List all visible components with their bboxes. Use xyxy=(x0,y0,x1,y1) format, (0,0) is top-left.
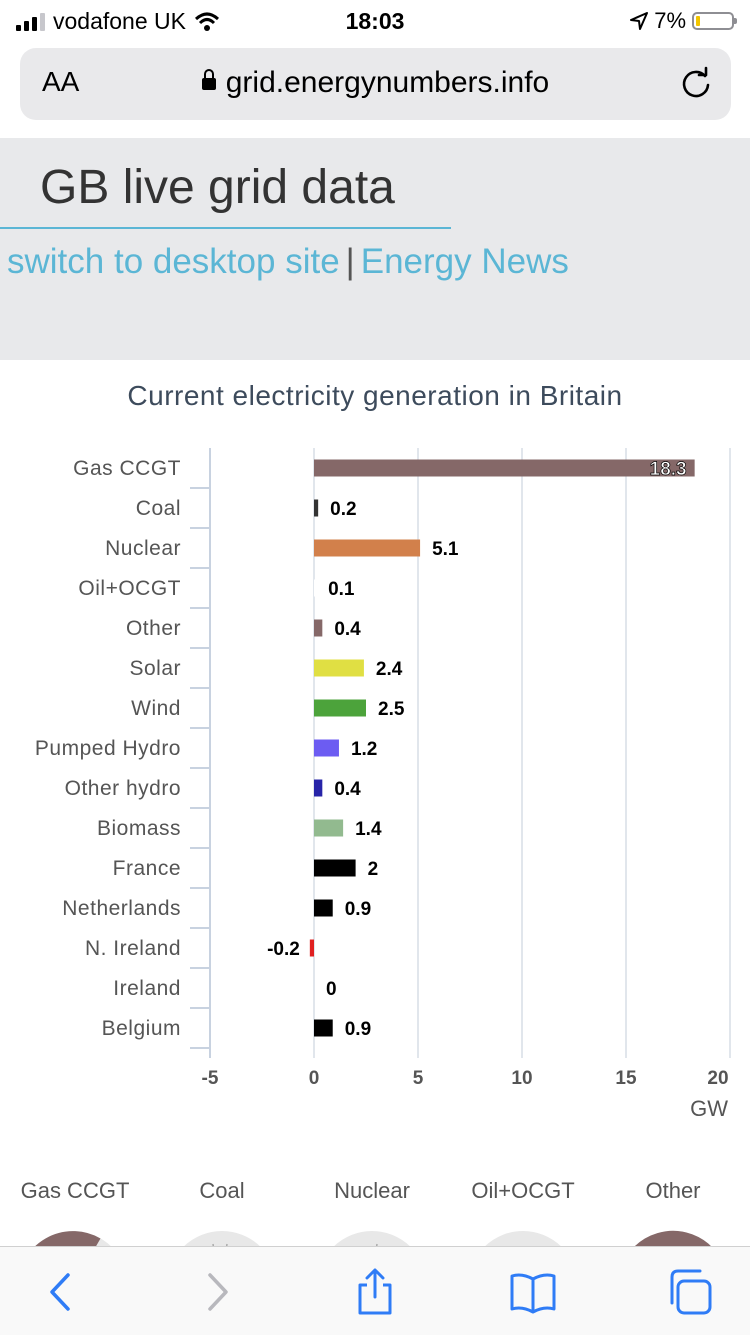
forward-icon[interactable] xyxy=(192,1267,242,1317)
category-label: Wind xyxy=(131,697,181,720)
data-label: 0.4 xyxy=(334,619,361,640)
bar xyxy=(314,459,695,477)
category-label: Coal xyxy=(136,497,181,520)
category-label: Other xyxy=(126,617,181,640)
x-tick-label: 20 xyxy=(707,1068,728,1089)
gauge-dial xyxy=(33,1231,113,1248)
back-icon[interactable] xyxy=(36,1267,86,1317)
gauge-dial xyxy=(332,1231,412,1248)
category-label: Solar xyxy=(129,657,181,680)
data-label: 1.2 xyxy=(351,739,377,760)
battery-percent: 7% xyxy=(654,8,686,33)
category-label: Netherlands xyxy=(62,897,181,920)
tabs-icon[interactable] xyxy=(664,1267,714,1317)
category-label: Pumped Hydro xyxy=(35,737,181,760)
gauge-gas-ccgt: Gas CCGT xyxy=(0,1178,150,1248)
category-label: Nuclear xyxy=(105,537,181,560)
x-tick-label: 15 xyxy=(615,1068,637,1089)
x-tick-label: 0 xyxy=(309,1068,320,1089)
url-text: grid.energynumbers.info xyxy=(225,66,550,99)
gauge-oil-ocgt: Oil+OCGT xyxy=(448,1178,598,1248)
bar xyxy=(314,1019,333,1037)
chart-title: Current electricity generation in Britai… xyxy=(127,380,623,411)
location-arrow-icon xyxy=(630,12,649,30)
x-tick-label: -5 xyxy=(202,1068,219,1089)
gauge-row: Gas CCGT Coal Nuclear Oil+OCGT Other xyxy=(0,1178,750,1248)
battery-group: 7% xyxy=(630,8,737,34)
data-label: 0.9 xyxy=(345,899,371,920)
clock: 18:03 xyxy=(345,8,405,34)
link-separator: | xyxy=(345,242,355,281)
category-label: N. Ireland xyxy=(85,937,181,960)
data-label: 2 xyxy=(368,859,379,880)
gauge-label: Coal xyxy=(199,1178,245,1203)
bar xyxy=(314,539,421,557)
gauge-label: Other xyxy=(645,1178,701,1203)
x-axis-title: GW xyxy=(690,1096,728,1121)
gauge-dial xyxy=(182,1231,262,1248)
gauge-label: Oil+OCGT xyxy=(471,1178,575,1203)
data-label: 2.4 xyxy=(376,659,403,680)
data-label: 0.9 xyxy=(345,1019,371,1040)
url-field[interactable]: grid.energynumbers.info xyxy=(20,66,731,100)
gauge-dial xyxy=(633,1230,713,1248)
bar xyxy=(314,779,323,797)
bar xyxy=(314,619,323,637)
wifi-icon xyxy=(194,12,219,31)
category-label: Other hydro xyxy=(65,777,181,800)
gauge-nuclear: Nuclear xyxy=(297,1178,447,1248)
bar xyxy=(309,939,314,957)
category-label: Gas CCGT xyxy=(73,457,181,480)
desktop-site-link[interactable]: switch to desktop site xyxy=(7,242,340,281)
energy-news-link[interactable]: Energy News xyxy=(360,242,569,281)
data-label: -0.2 xyxy=(267,939,300,960)
share-icon[interactable] xyxy=(350,1267,400,1317)
data-label: 0.2 xyxy=(330,499,356,520)
header-links: switch to desktop site | Energy News xyxy=(7,242,569,282)
browser-toolbar xyxy=(0,1246,750,1335)
data-label: 0 xyxy=(326,979,337,1000)
lock-icon xyxy=(201,69,216,90)
bar xyxy=(314,659,364,677)
data-label: 2.5 xyxy=(378,699,405,720)
data-label: 5.1 xyxy=(432,539,459,560)
bar xyxy=(314,819,344,837)
data-label: 1.4 xyxy=(355,819,382,840)
bookmarks-icon[interactable] xyxy=(508,1267,558,1317)
gauge-label: Gas CCGT xyxy=(20,1178,130,1203)
data-label: 0.4 xyxy=(334,779,361,800)
bar xyxy=(314,739,339,757)
reload-icon[interactable] xyxy=(679,66,713,100)
bar xyxy=(314,859,356,877)
data-label: 0.1 xyxy=(328,579,355,600)
battery-icon xyxy=(692,12,737,30)
bar xyxy=(314,899,333,917)
site-header: GB live grid data switch to desktop site… xyxy=(0,138,750,360)
title-underline xyxy=(0,227,451,229)
category-label: Oil+OCGT xyxy=(78,577,181,600)
gauge-other: Other xyxy=(598,1178,748,1248)
address-bar[interactable]: AA grid.energynumbers.info xyxy=(20,48,731,120)
status-bar: vodafone UK 18:03 7% xyxy=(0,0,750,40)
x-tick-label: 10 xyxy=(511,1068,532,1089)
bar xyxy=(314,579,317,597)
category-label: Ireland xyxy=(113,977,181,1000)
text-size-label: AA xyxy=(42,66,80,97)
category-label: Belgium xyxy=(102,1017,181,1040)
gauge-label: Nuclear xyxy=(334,1178,410,1203)
bar xyxy=(314,699,366,717)
carrier-name: vodafone UK xyxy=(53,8,186,34)
page-title: GB live grid data xyxy=(40,161,395,214)
carrier-group: vodafone UK xyxy=(16,8,220,35)
gauge-dial xyxy=(483,1231,563,1248)
bar xyxy=(314,499,319,517)
text-size-button[interactable]: AA xyxy=(42,66,79,98)
category-label: Biomass xyxy=(97,817,181,840)
category-label: France xyxy=(113,857,181,880)
signal-icon xyxy=(16,12,45,31)
data-label: 18.3 xyxy=(650,459,687,480)
x-tick-label: 5 xyxy=(413,1068,424,1089)
gauge-coal: Coal xyxy=(147,1178,297,1248)
